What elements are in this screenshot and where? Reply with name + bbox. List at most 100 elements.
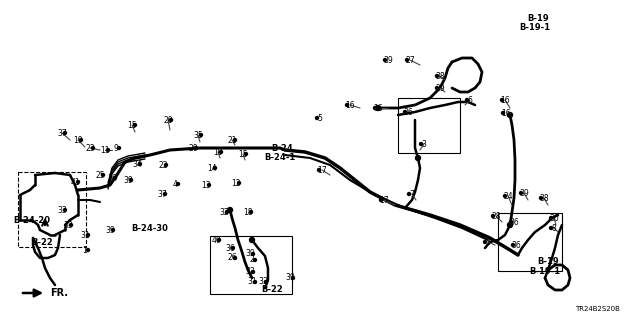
- Text: 32: 32: [219, 207, 229, 217]
- Text: 36: 36: [509, 218, 519, 227]
- Bar: [498, 213, 562, 271]
- Bar: [18, 172, 86, 247]
- Circle shape: [380, 198, 383, 202]
- Text: 3: 3: [422, 140, 426, 148]
- Text: 7: 7: [410, 189, 415, 198]
- Circle shape: [435, 75, 438, 77]
- Text: 38: 38: [435, 71, 445, 81]
- Text: TR24B2S20B: TR24B2S20B: [575, 306, 620, 312]
- Text: 33: 33: [258, 277, 268, 286]
- Circle shape: [540, 196, 543, 199]
- Circle shape: [225, 211, 228, 213]
- Circle shape: [234, 257, 237, 260]
- Text: 16: 16: [345, 100, 355, 109]
- Circle shape: [509, 220, 513, 223]
- Text: B-22: B-22: [261, 285, 283, 294]
- Text: 6: 6: [468, 95, 472, 105]
- Circle shape: [415, 156, 420, 161]
- Circle shape: [253, 259, 257, 261]
- Text: 29: 29: [435, 84, 445, 92]
- Circle shape: [504, 195, 506, 197]
- Text: 41: 41: [70, 178, 80, 187]
- Text: 15: 15: [127, 121, 137, 130]
- Circle shape: [102, 173, 104, 177]
- Text: B-19: B-19: [527, 13, 549, 22]
- Text: B-24-1: B-24-1: [264, 153, 296, 162]
- Text: 21: 21: [227, 135, 237, 145]
- Circle shape: [511, 244, 515, 246]
- Text: B-19-1: B-19-1: [529, 267, 561, 276]
- Circle shape: [214, 166, 216, 170]
- Text: 39: 39: [519, 188, 529, 197]
- Text: 12: 12: [231, 179, 241, 188]
- Circle shape: [170, 118, 173, 122]
- Text: 33: 33: [57, 205, 67, 214]
- Text: 34: 34: [132, 159, 142, 169]
- Circle shape: [406, 59, 408, 61]
- Circle shape: [508, 222, 513, 228]
- Circle shape: [374, 107, 376, 109]
- Circle shape: [79, 139, 83, 141]
- Circle shape: [244, 153, 248, 156]
- Text: 33: 33: [63, 220, 73, 229]
- Circle shape: [252, 270, 255, 274]
- Bar: [398, 98, 460, 153]
- Circle shape: [492, 214, 495, 218]
- Text: 28: 28: [492, 212, 500, 220]
- Text: 4: 4: [173, 180, 177, 188]
- Text: 27: 27: [405, 55, 415, 65]
- Text: 24: 24: [503, 191, 513, 201]
- Text: 37: 37: [157, 189, 167, 198]
- Text: 39: 39: [105, 226, 115, 235]
- Circle shape: [264, 281, 268, 284]
- Circle shape: [291, 276, 294, 279]
- Circle shape: [77, 180, 79, 183]
- Text: 8: 8: [552, 223, 556, 233]
- Circle shape: [163, 193, 166, 196]
- Circle shape: [63, 132, 67, 134]
- Text: B-22: B-22: [31, 237, 53, 246]
- Circle shape: [250, 237, 255, 243]
- Circle shape: [317, 169, 321, 172]
- Circle shape: [227, 207, 232, 212]
- Circle shape: [346, 103, 349, 107]
- Text: 9: 9: [113, 143, 118, 153]
- Text: 23: 23: [85, 143, 95, 153]
- Circle shape: [195, 147, 198, 149]
- Text: 39: 39: [383, 55, 393, 65]
- Circle shape: [419, 142, 422, 146]
- Text: 25: 25: [95, 171, 105, 180]
- Text: 30: 30: [549, 213, 559, 222]
- Text: 3: 3: [486, 237, 490, 246]
- Text: 39: 39: [285, 274, 295, 283]
- Text: 40: 40: [211, 236, 221, 244]
- Circle shape: [316, 116, 319, 119]
- Text: FR.: FR.: [50, 288, 68, 298]
- Circle shape: [86, 234, 90, 236]
- Text: 31: 31: [80, 230, 90, 239]
- Circle shape: [138, 163, 141, 165]
- Text: 16: 16: [500, 95, 510, 105]
- Text: 14: 14: [207, 164, 217, 172]
- Circle shape: [200, 133, 202, 137]
- Circle shape: [403, 110, 406, 114]
- Text: 39: 39: [245, 250, 255, 259]
- Circle shape: [70, 223, 72, 227]
- Text: 13: 13: [201, 180, 211, 189]
- Circle shape: [207, 183, 211, 187]
- Text: 20: 20: [188, 143, 198, 153]
- Circle shape: [376, 106, 381, 110]
- Text: 17: 17: [379, 196, 389, 204]
- Text: 37: 37: [57, 129, 67, 138]
- Circle shape: [92, 147, 95, 149]
- Circle shape: [134, 124, 136, 126]
- Text: B-24-20: B-24-20: [13, 215, 51, 225]
- Circle shape: [520, 191, 522, 195]
- Circle shape: [220, 150, 223, 154]
- Circle shape: [118, 147, 120, 149]
- Text: B-24: B-24: [271, 143, 293, 153]
- Text: 2: 2: [250, 255, 254, 265]
- Text: 15: 15: [238, 149, 248, 158]
- Circle shape: [465, 99, 468, 101]
- Circle shape: [508, 113, 513, 117]
